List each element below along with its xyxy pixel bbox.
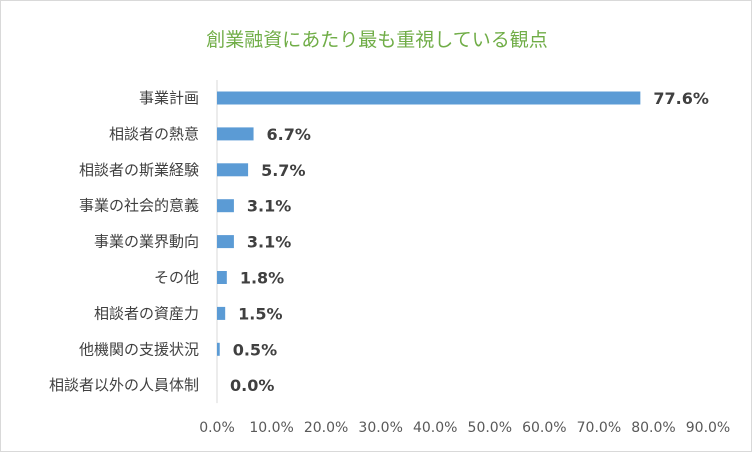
data-label: 3.1% bbox=[247, 197, 291, 216]
x-tick-label: 0.0% bbox=[199, 420, 235, 436]
category-label: 相談者の資産力 bbox=[94, 304, 199, 322]
data-label: 0.5% bbox=[233, 340, 277, 359]
data-label: 77.6% bbox=[653, 89, 709, 108]
category-label: 相談者の斯業経験 bbox=[79, 161, 199, 179]
x-tick-label: 30.0% bbox=[358, 420, 402, 436]
category-label: その他 bbox=[154, 269, 199, 287]
data-label: 3.1% bbox=[247, 233, 291, 252]
bar bbox=[217, 199, 234, 213]
data-label: 1.8% bbox=[240, 269, 284, 288]
x-tick-label: 80.0% bbox=[631, 420, 675, 436]
bar bbox=[217, 127, 254, 141]
category-label: 他機関の支援状況 bbox=[79, 340, 199, 358]
x-tick-label: 10.0% bbox=[249, 420, 293, 436]
bar bbox=[217, 235, 234, 249]
bar bbox=[217, 342, 220, 356]
category-label: 事業の社会的意義 bbox=[79, 197, 199, 215]
data-label: 0.0% bbox=[230, 376, 274, 395]
data-label: 6.7% bbox=[267, 125, 311, 144]
bar bbox=[217, 306, 226, 320]
bar bbox=[217, 163, 249, 177]
data-label: 1.5% bbox=[238, 304, 282, 323]
category-label: 事業の業界動向 bbox=[94, 233, 199, 251]
category-label: 相談者の熱意 bbox=[109, 125, 199, 143]
x-tick-label: 20.0% bbox=[304, 420, 348, 436]
category-label: 事業計画 bbox=[139, 89, 199, 107]
chart-title: 創業融資にあたり最も重視している観点 bbox=[206, 29, 548, 51]
x-tick-label: 90.0% bbox=[686, 420, 730, 436]
x-tick-label: 50.0% bbox=[468, 420, 512, 436]
bar bbox=[217, 91, 641, 105]
x-tick-label: 40.0% bbox=[413, 420, 457, 436]
bar bbox=[217, 271, 227, 284]
x-tick-label: 60.0% bbox=[522, 420, 566, 436]
category-label: 相談者以外の人員体制 bbox=[49, 376, 199, 394]
x-tick-label: 70.0% bbox=[577, 420, 621, 436]
data-label: 5.7% bbox=[261, 161, 305, 180]
